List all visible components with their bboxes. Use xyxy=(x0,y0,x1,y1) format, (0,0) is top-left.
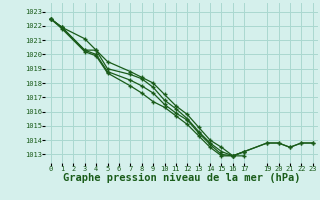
X-axis label: Graphe pression niveau de la mer (hPa): Graphe pression niveau de la mer (hPa) xyxy=(63,173,300,183)
